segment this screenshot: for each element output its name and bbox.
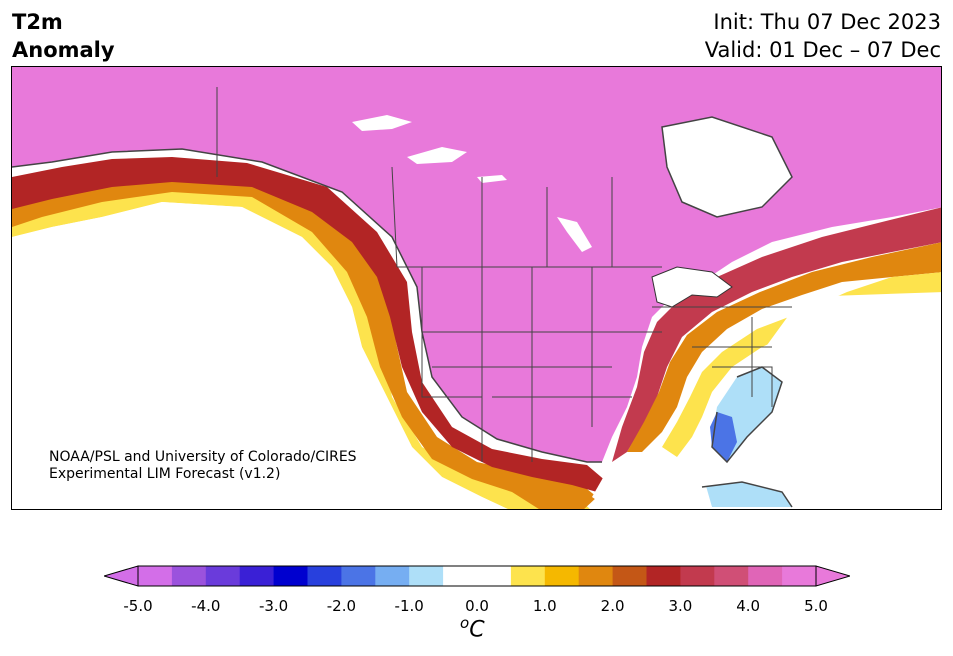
field-label: Anomaly	[12, 38, 115, 62]
colorbar-swatch	[205, 566, 241, 586]
anomaly-band-red	[12, 157, 607, 492]
anomaly-map[interactable]	[11, 66, 942, 510]
colorbar-unit: oC	[460, 614, 485, 642]
source-credit: NOAA/PSL and University of Colorado/CIRE…	[49, 449, 357, 483]
colorbar-swatch	[714, 566, 749, 586]
colorbar-swatch	[544, 566, 580, 586]
colorbar-swatch	[680, 566, 715, 586]
great-bear-lake	[352, 115, 412, 131]
colorbar-swatch	[273, 566, 308, 586]
pacific-ocean	[12, 202, 508, 509]
colorbar-tick-label: 1.0	[532, 597, 557, 615]
degree-symbol: o	[460, 614, 470, 632]
anomaly-band-east-orange	[627, 242, 941, 452]
valid-range: Valid: 01 Dec – 07 Dec	[704, 38, 941, 62]
anomaly-band-yellow	[12, 179, 590, 509]
colorbar-svg	[102, 565, 852, 587]
colorbar-tick-label: -3.0	[258, 597, 289, 615]
colorbar-tick-label: 2.0	[600, 597, 625, 615]
colorbar-swatch	[307, 566, 342, 586]
map-title: T2m Anomaly	[12, 8, 115, 64]
colorbar	[102, 564, 852, 596]
map-svg	[12, 67, 941, 509]
colorbar-min-extend	[102, 565, 139, 587]
variable-label: T2m	[12, 10, 63, 34]
colorbar-swatch	[748, 566, 783, 586]
anomaly-band-east-yellow	[662, 272, 941, 457]
lake-athabasca	[477, 175, 507, 183]
colorbar-swatch	[646, 566, 681, 586]
cool-anomaly-cuba	[702, 482, 792, 507]
colorbar-tick-label: 0.0	[465, 597, 489, 615]
anomaly-band-east-red	[612, 207, 941, 462]
colorbar-tick-label: -1.0	[394, 597, 424, 615]
coastlines	[12, 116, 793, 508]
colorbar-swatch	[341, 566, 376, 586]
colorbar-swatch	[510, 566, 546, 586]
cold-anomaly-florida-core	[710, 412, 737, 462]
great-lakes	[651, 266, 733, 308]
colorbar-tick-label: 3.0	[668, 597, 693, 615]
colorbar-swatch	[782, 566, 817, 586]
lake-winnipeg	[557, 217, 592, 252]
colorbar-tick-label: -5.0	[123, 597, 153, 615]
colorbar-tick-label: 4.0	[736, 597, 761, 615]
credit-line-2: Experimental LIM Forecast (v1.2)	[49, 466, 281, 482]
colorbar-max-extend	[815, 565, 852, 587]
gulf-of-mexico	[592, 462, 712, 509]
atlantic-ocean	[772, 367, 941, 509]
colorbar-border	[137, 565, 817, 587]
date-info: Init: Thu 07 Dec 2023 Valid: 01 Dec – 07…	[705, 8, 941, 64]
hudson-bay	[662, 117, 792, 217]
great-slave-lake	[407, 147, 467, 164]
colorbar-tick-label: 5.0	[804, 597, 828, 615]
colorbar-swatch	[239, 566, 275, 586]
colorbar-swatch	[171, 566, 207, 586]
colorbar-swatch	[578, 566, 614, 586]
colorbar-tick-label: -4.0	[191, 597, 221, 615]
colorbar-swatch	[375, 566, 410, 586]
colorbar-swatch	[138, 566, 173, 586]
init-date: Init: Thu 07 Dec 2023	[713, 10, 941, 34]
neutral-region-southeast	[702, 292, 941, 487]
colorbar-swatch	[477, 566, 512, 586]
colorbar-swatch	[409, 566, 444, 586]
unit-letter: C	[469, 617, 485, 643]
colorbar-tick-label: -2.0	[326, 597, 357, 615]
colorbar-swatch	[443, 566, 478, 586]
colorbar-swatch	[612, 566, 647, 586]
credit-line-1: NOAA/PSL and University of Colorado/CIRE…	[49, 449, 357, 465]
